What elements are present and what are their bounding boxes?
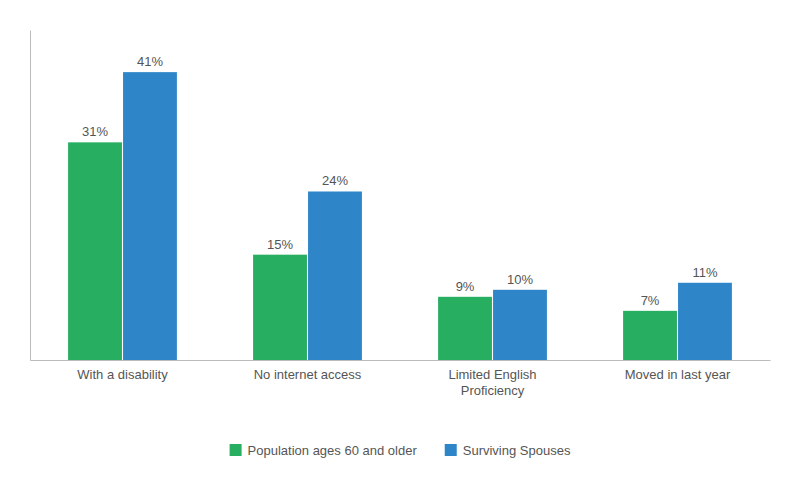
y-axis [30, 31, 31, 361]
x-tick: No internet access [254, 360, 362, 382]
legend-swatch [230, 444, 242, 456]
data-label: 24% [322, 173, 348, 188]
bar-series [123, 72, 732, 360]
data-label: 15% [267, 237, 293, 252]
legend: Population ages 60 and older Surviving Sp… [230, 443, 571, 458]
data-label: 11% [692, 265, 717, 280]
x-tick-label-line: Limited English [448, 367, 536, 382]
bar [493, 290, 547, 360]
x-tick-label: Limited EnglishProficiency [448, 367, 536, 398]
legend-label: Surviving Spouses [463, 443, 571, 458]
bar [438, 297, 492, 360]
legend-item: Surviving Spouses [445, 443, 571, 458]
x-tick-label-line: Proficiency [461, 383, 525, 398]
data-label: 7% [641, 293, 660, 308]
bar [678, 283, 732, 360]
bar [253, 255, 307, 360]
data-labels: 31% 15% 9% 7% 41% 24% 10% 11% [82, 54, 718, 308]
x-tick: Limited EnglishProficiency [448, 360, 536, 398]
x-tick-label: With a disability [77, 367, 168, 382]
plot: 31% 15% 9% 7% 41% 24% 10% 11% With a disability N… [31, 31, 771, 398]
x-tick: With a disability [77, 360, 168, 382]
bars [68, 72, 732, 360]
data-label: 10% [507, 272, 533, 287]
bar [308, 191, 362, 360]
bar [623, 311, 677, 360]
x-tick-label: No internet access [254, 367, 362, 382]
y-axis-line [30, 31, 31, 361]
bar [123, 72, 177, 360]
data-label: 31% [82, 124, 108, 139]
data-label: 41% [137, 54, 163, 69]
x-axis: With a disability No internet access Limit… [31, 360, 771, 398]
bar [68, 142, 122, 360]
x-tick: Moved in last year [625, 360, 731, 382]
data-label: 9% [456, 279, 475, 294]
legend-item: Population ages 60 and older [230, 443, 418, 458]
x-tick-label: Moved in last year [625, 367, 731, 382]
chart: 31% 15% 9% 7% 41% 24% 10% 11% With a disability N… [0, 0, 800, 480]
x-axis-line [31, 360, 771, 361]
legend-swatch [445, 444, 457, 456]
legend-label: Population ages 60 and older [248, 443, 418, 458]
